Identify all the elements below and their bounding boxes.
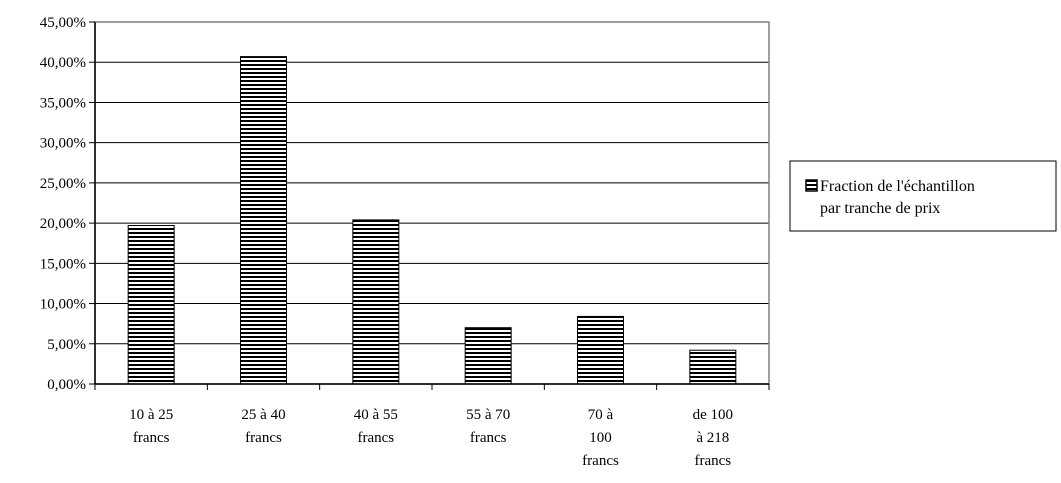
y-tick-label: 15,00% <box>40 256 86 272</box>
x-category-label: 55 à 70 <box>466 407 510 423</box>
legend: Fraction de l'échantillon par tranche de … <box>790 161 1056 231</box>
x-category-label: francs <box>582 453 619 469</box>
x-category-label: 10 à 25 <box>129 407 173 423</box>
x-category-label: francs <box>245 430 282 446</box>
y-tick-label: 5,00% <box>47 337 86 353</box>
y-tick-label: 45,00% <box>40 15 86 31</box>
y-tick-label: 20,00% <box>40 216 86 232</box>
axes <box>89 22 769 390</box>
y-tick-label: 40,00% <box>40 55 86 71</box>
x-category-label: 100 <box>589 430 612 446</box>
plot-area <box>95 22 769 384</box>
legend-box <box>790 161 1056 231</box>
y-tick-label: 25,00% <box>40 176 86 192</box>
y-tick-label: 30,00% <box>40 136 86 152</box>
legend-swatch <box>806 180 817 191</box>
bars <box>128 57 736 384</box>
x-category-label: à 218 <box>696 430 729 446</box>
gridlines <box>95 62 769 344</box>
legend-label: par tranche de prix <box>820 200 940 217</box>
bar <box>353 220 399 384</box>
bar <box>578 316 624 384</box>
bar <box>465 328 511 384</box>
bar <box>128 226 174 384</box>
legend-label: Fraction de l'échantillon <box>820 178 975 195</box>
y-tick-label: 10,00% <box>40 297 86 313</box>
bar <box>690 350 736 384</box>
y-tick-labels: 0,00% 5,00% 10,00% 15,00% 20,00% 25,00% 30,00%… <box>40 15 86 393</box>
y-tick-label: 0,00% <box>47 377 86 393</box>
x-category-label: 25 à 40 <box>241 407 285 423</box>
x-category-label: francs <box>695 453 732 469</box>
bar <box>241 57 287 384</box>
y-tick-label: 35,00% <box>40 95 86 111</box>
x-category-label: de 100 <box>693 407 733 423</box>
x-category-labels: 10 à 25 francs 25 à 40 francs 40 à 55 francs 5… <box>129 407 733 469</box>
x-category-label: francs <box>358 430 395 446</box>
x-category-label: 40 à 55 <box>354 407 398 423</box>
x-category-label: francs <box>470 430 507 446</box>
x-category-label: 70 à <box>588 407 614 423</box>
x-category-label: francs <box>133 430 170 446</box>
